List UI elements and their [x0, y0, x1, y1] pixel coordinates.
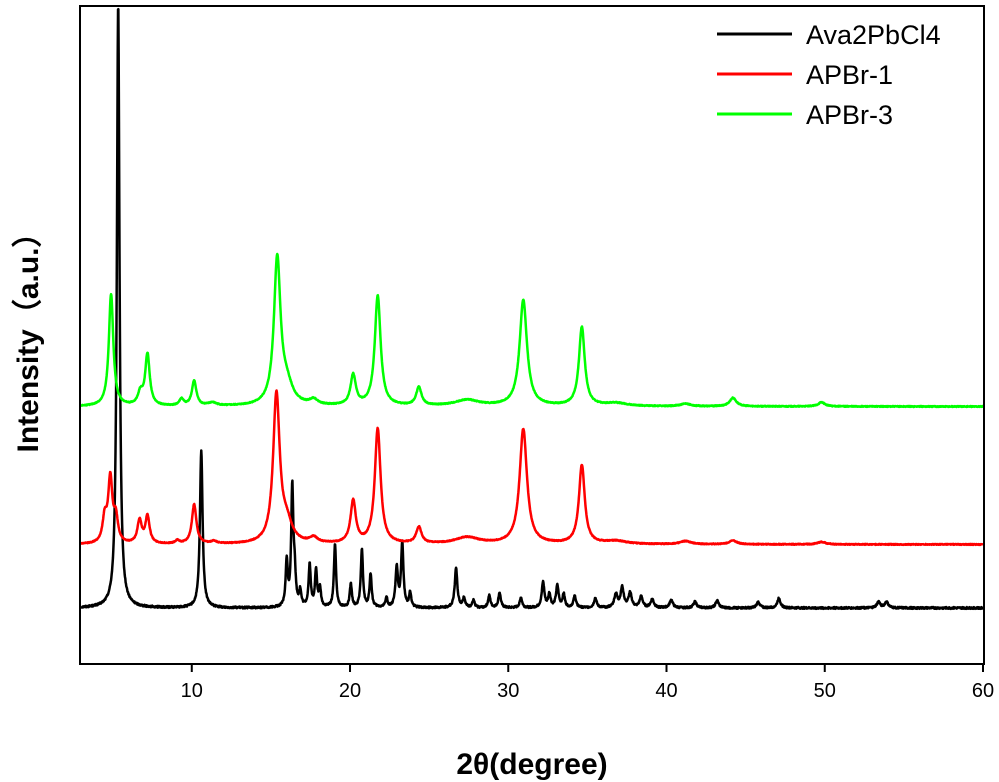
series-lines: [80, 7, 984, 611]
legend: Ava2PbCl4 APBr-1 APBr-3: [717, 20, 941, 130]
series-line-apbr-1: [80, 389, 984, 547]
x-tick-label: 10: [181, 680, 203, 702]
plot-frame: [79, 5, 985, 665]
plot-area: 10 20 30 40 50 60: [79, 5, 994, 702]
series-line-ava2pbcl4: [80, 7, 984, 611]
x-tick-label: 60: [972, 680, 994, 702]
x-tick-label: 50: [814, 680, 836, 702]
legend-label: APBr-3: [806, 100, 893, 130]
x-axis-title: 2θ(degree): [456, 748, 607, 781]
y-axis-title: Intensity（a.u.）: [11, 217, 45, 452]
series-line-apbr-3: [80, 252, 984, 409]
x-tick-label: 30: [497, 680, 519, 702]
x-tick-label: 20: [339, 680, 361, 702]
legend-label: Ava2PbCl4: [806, 20, 941, 50]
legend-label: APBr-1: [806, 60, 893, 90]
x-axis-ticks: 10 20 30 40 50 60: [181, 664, 994, 702]
x-tick-label: 40: [655, 680, 677, 702]
